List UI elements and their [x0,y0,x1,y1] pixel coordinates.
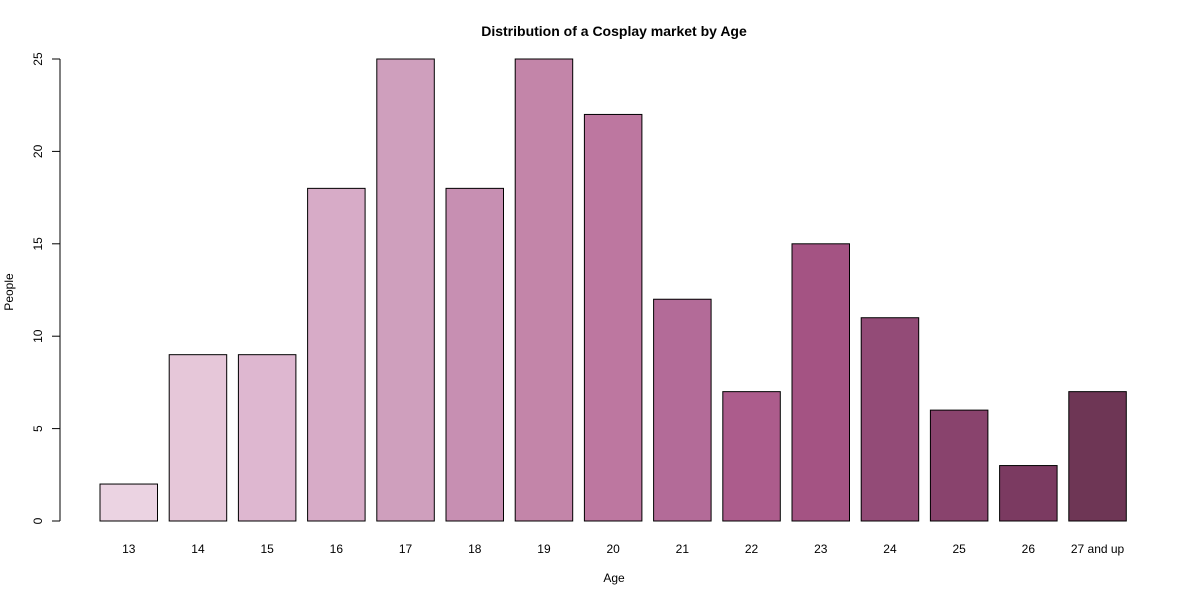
x-tick-label: 26 [1022,542,1036,556]
bar-13 [99,483,158,522]
bar-16 [307,187,366,522]
bar-20 [583,113,643,522]
y-tick-label: 25 [31,52,45,66]
bar-14 [168,354,228,522]
x-tick-label: 13 [122,542,136,556]
y-tick-label: 20 [31,144,45,158]
bar-24 [860,317,920,522]
bar-18 [445,187,504,522]
x-axis-label: Age [603,571,625,585]
y-tick-label: 5 [31,425,45,432]
y-tick-label: 0 [31,517,45,524]
x-tick-label: 20 [606,542,620,556]
bar-27-and-up [1068,391,1127,522]
bar-21 [653,298,712,522]
bar-26 [999,465,1058,522]
x-tick-label: 18 [468,542,482,556]
x-tick-label: 19 [537,542,551,556]
x-tick-label: 15 [260,542,274,556]
y-tick-label: 10 [31,329,45,343]
chart-title: Distribution of a Cosplay market by Age [481,23,747,39]
bar-25 [929,409,989,522]
y-tick-label: 15 [31,237,45,251]
x-tick-label: 16 [330,542,344,556]
y-axis-label: People [2,273,16,311]
x-axis-ticks: 13 14 15 16 17 18 19 20 21 22 23 24 25 26 27 and up [122,542,1124,556]
bar-19 [514,58,574,522]
bar-15 [237,354,297,522]
bars-group [99,58,1127,522]
x-tick-label: 17 [399,542,413,556]
x-tick-label: 23 [814,542,828,556]
y-axis-ticks: 0 5 10 15 20 25 [31,52,60,524]
x-tick-label: 14 [191,542,205,556]
x-tick-label: 22 [745,542,759,556]
x-tick-label: 21 [676,542,690,556]
x-tick-label: 25 [952,542,966,556]
x-tick-label: 24 [883,542,897,556]
x-tick-label: 27 and up [1071,542,1125,556]
bar-22 [722,391,781,522]
bar-17 [376,58,435,522]
bar-23 [791,243,850,522]
